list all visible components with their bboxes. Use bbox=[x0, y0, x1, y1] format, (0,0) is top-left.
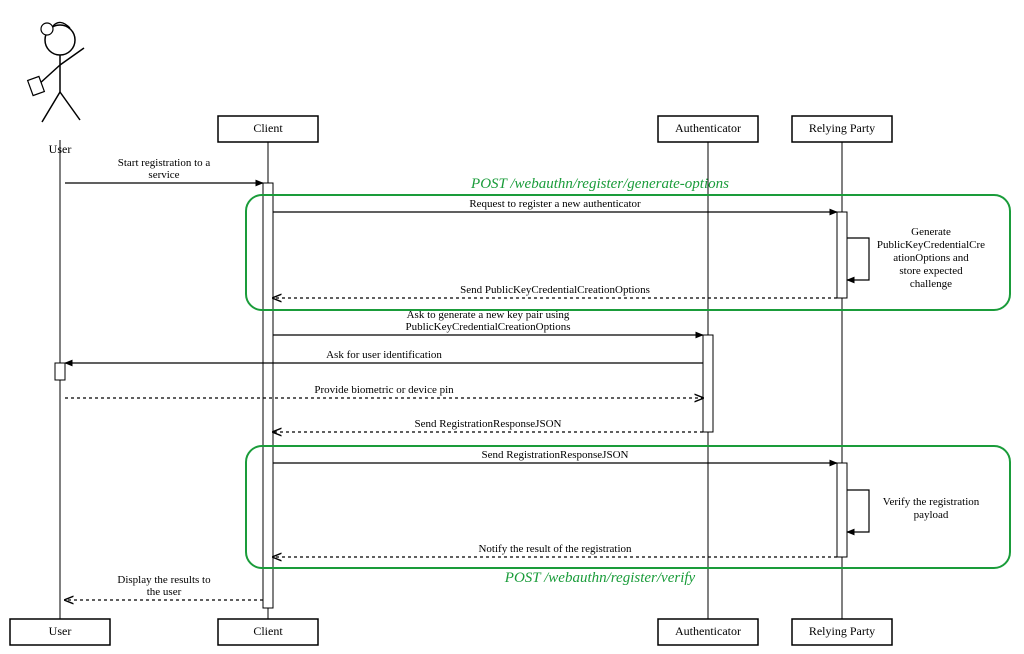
svg-text:challenge: challenge bbox=[910, 278, 952, 290]
svg-text:ationOptions and: ationOptions and bbox=[893, 252, 969, 264]
svg-text:PublicKeyCredentialCreationOpt: PublicKeyCredentialCreationOptions bbox=[406, 321, 571, 333]
message-label-3: Send PublicKeyCredentialCreationOptions bbox=[460, 284, 650, 296]
message-label-8: Send RegistrationResponseJSON bbox=[482, 449, 629, 461]
message-label-1: Request to register a new authenticator bbox=[469, 198, 641, 210]
activation-user bbox=[55, 363, 65, 380]
activation-client bbox=[263, 183, 273, 608]
activation-rp bbox=[837, 463, 847, 557]
message-label-5: Ask for user identification bbox=[326, 349, 442, 361]
svg-text:PublicKeyCredentialCre: PublicKeyCredentialCre bbox=[877, 239, 985, 251]
svg-text:store expected: store expected bbox=[899, 265, 963, 277]
message-label-11: Display the results to bbox=[117, 574, 211, 586]
message-label-9: Verify the registration bbox=[883, 496, 980, 508]
activation-auth bbox=[703, 335, 713, 432]
sequence-diagram: User User Client Client Authenticator Authent… bbox=[0, 0, 1024, 654]
svg-text:Relying Party: Relying Party bbox=[809, 121, 875, 135]
activation-rp bbox=[837, 212, 847, 298]
annotation-label-1: POST /webauthn/register/verify bbox=[504, 570, 696, 586]
svg-text:payload: payload bbox=[914, 509, 949, 521]
message-self-2 bbox=[847, 238, 869, 280]
svg-text:Authenticator: Authenticator bbox=[675, 624, 741, 638]
svg-text:User: User bbox=[49, 142, 72, 156]
svg-text:Relying Party: Relying Party bbox=[809, 624, 875, 638]
message-label-10: Notify the result of the registration bbox=[478, 543, 632, 555]
svg-text:the user: the user bbox=[147, 586, 182, 598]
svg-text:User: User bbox=[49, 624, 72, 638]
message-label-6: Provide biometric or device pin bbox=[314, 384, 454, 396]
message-label-7: Send RegistrationResponseJSON bbox=[415, 418, 562, 430]
message-self-9 bbox=[847, 490, 869, 532]
message-label-2: Generate bbox=[911, 226, 951, 238]
actor-stick-figure bbox=[28, 22, 84, 122]
annotation-label-0: POST /webauthn/register/generate-options bbox=[470, 176, 729, 192]
message-label-4: Ask to generate a new key pair using bbox=[407, 309, 570, 321]
svg-text:Client: Client bbox=[253, 121, 283, 135]
svg-text:Authenticator: Authenticator bbox=[675, 121, 741, 135]
svg-text:service: service bbox=[148, 169, 179, 181]
svg-text:Client: Client bbox=[253, 624, 283, 638]
message-label-0: Start registration to a bbox=[118, 157, 211, 169]
